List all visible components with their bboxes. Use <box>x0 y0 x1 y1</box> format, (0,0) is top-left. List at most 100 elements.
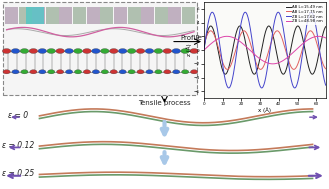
Bar <box>46 7 59 24</box>
Text: Tensile process: Tensile process <box>138 100 191 106</box>
Bar <box>32 7 45 24</box>
Bar <box>141 7 154 24</box>
Circle shape <box>12 70 19 74</box>
Circle shape <box>101 70 109 74</box>
Text: ε = 0: ε = 0 <box>8 111 28 120</box>
Circle shape <box>57 70 64 74</box>
ZB L=17.62 nm <box>293 87 297 89</box>
ZB L=17.62 nm <box>261 86 265 88</box>
Circle shape <box>137 70 144 74</box>
Circle shape <box>21 70 28 74</box>
Circle shape <box>110 70 117 74</box>
Circle shape <box>182 70 189 74</box>
Line: AB L=17.75 nm: AB L=17.75 nm <box>204 31 326 69</box>
ZB L=48.98 nm <box>302 41 306 44</box>
ZB L=17.62 nm <box>324 84 328 86</box>
ZB L=17.62 nm <box>268 48 272 50</box>
X-axis label: x (Å): x (Å) <box>258 108 271 113</box>
ZB L=17.62 nm <box>202 49 206 51</box>
FancyBboxPatch shape <box>3 2 197 94</box>
ZB L=48.98 nm <box>225 35 229 37</box>
Circle shape <box>173 70 180 74</box>
AB L=17.75 nm <box>321 64 325 66</box>
Circle shape <box>145 49 154 53</box>
Bar <box>26 7 44 24</box>
Circle shape <box>127 49 136 53</box>
Circle shape <box>164 70 171 74</box>
AB L=17.75 nm <box>202 43 206 46</box>
Circle shape <box>146 70 153 74</box>
Line: AB L=15.49 nm: AB L=15.49 nm <box>204 26 326 74</box>
Circle shape <box>92 70 99 74</box>
AB L=15.49 nm <box>261 43 265 45</box>
Circle shape <box>110 49 118 53</box>
AB L=15.49 nm <box>321 32 325 34</box>
AB L=15.49 nm <box>268 26 272 28</box>
AB L=15.49 nm <box>202 46 206 49</box>
Circle shape <box>190 49 198 53</box>
Circle shape <box>20 49 29 53</box>
Circle shape <box>119 70 126 74</box>
Bar <box>18 7 32 24</box>
AB L=17.75 nm <box>260 67 264 70</box>
Circle shape <box>38 49 47 53</box>
Text: ε = 0.25: ε = 0.25 <box>2 169 34 178</box>
Circle shape <box>74 49 82 53</box>
Circle shape <box>48 70 55 74</box>
Line: ZB L=17.62 nm: ZB L=17.62 nm <box>204 12 326 88</box>
Circle shape <box>83 49 91 53</box>
Bar <box>87 7 100 24</box>
Bar <box>73 7 86 24</box>
Y-axis label: z (Å): z (Å) <box>187 44 192 56</box>
AB L=15.49 nm <box>275 52 279 54</box>
AB L=17.75 nm <box>259 68 263 70</box>
ZB L=48.98 nm <box>275 62 279 64</box>
Bar <box>168 7 182 24</box>
ZB L=48.98 nm <box>260 59 264 61</box>
Circle shape <box>181 49 190 53</box>
ZB L=17.62 nm <box>275 13 279 15</box>
Legend: AB L=15.49 nm, AB L=17.75 nm, ZB L=17.62 nm, ZB L=48.98 nm: AB L=15.49 nm, AB L=17.75 nm, ZB L=17.62… <box>285 4 324 25</box>
ZB L=48.98 nm <box>321 36 325 38</box>
Circle shape <box>163 49 172 53</box>
Circle shape <box>11 49 20 53</box>
ZB L=17.62 nm <box>243 11 247 13</box>
Circle shape <box>91 49 100 53</box>
Circle shape <box>56 49 64 53</box>
AB L=15.49 nm <box>260 46 264 49</box>
Circle shape <box>2 49 11 53</box>
Bar <box>114 7 127 24</box>
ZB L=48.98 nm <box>268 63 272 65</box>
AB L=15.49 nm <box>310 73 314 75</box>
Circle shape <box>83 70 90 74</box>
AB L=15.49 nm <box>302 43 306 46</box>
AB L=17.75 nm <box>275 30 279 32</box>
Line: ZB L=48.98 nm: ZB L=48.98 nm <box>204 36 326 64</box>
Circle shape <box>101 49 109 53</box>
Circle shape <box>65 70 73 74</box>
AB L=17.75 nm <box>275 30 279 32</box>
Circle shape <box>47 49 56 53</box>
Circle shape <box>29 49 38 53</box>
Bar <box>182 7 195 24</box>
Bar <box>128 7 140 24</box>
AB L=15.49 nm <box>209 25 213 27</box>
ZB L=17.62 nm <box>321 74 325 76</box>
ZB L=48.98 nm <box>271 63 275 65</box>
Text: Profile: Profile <box>181 35 202 41</box>
AB L=17.75 nm <box>302 41 306 44</box>
Circle shape <box>154 49 163 53</box>
ZB L=17.62 nm <box>302 40 306 42</box>
Circle shape <box>74 70 82 74</box>
Circle shape <box>136 49 145 53</box>
AB L=17.75 nm <box>261 67 265 69</box>
AB L=17.75 nm <box>268 45 272 47</box>
Circle shape <box>155 70 162 74</box>
Bar <box>5 7 18 24</box>
Text: ε = 0.12: ε = 0.12 <box>2 141 34 150</box>
AB L=15.49 nm <box>324 26 328 28</box>
ZB L=48.98 nm <box>261 60 265 62</box>
Circle shape <box>190 70 198 74</box>
Circle shape <box>3 70 10 74</box>
Circle shape <box>65 49 73 53</box>
